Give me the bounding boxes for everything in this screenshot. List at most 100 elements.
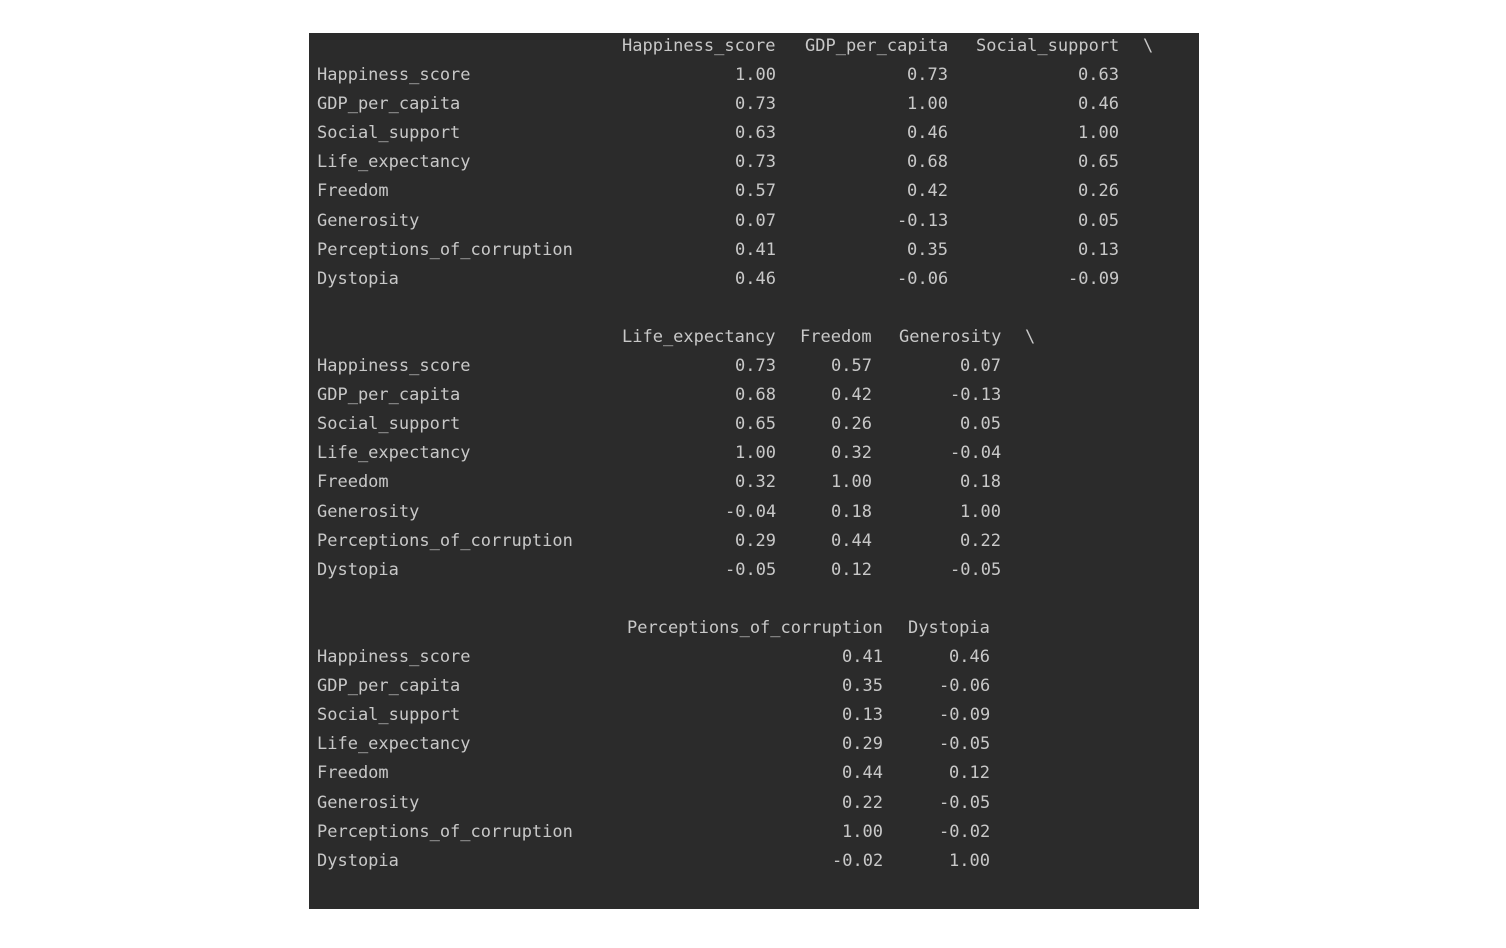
- row-label: Life_expectancy: [317, 152, 471, 173]
- table-cell: 0.73: [735, 152, 776, 173]
- row-label: GDP_per_capita: [317, 385, 461, 406]
- table-cell: 0.65: [735, 414, 776, 435]
- table-cell: -0.05: [725, 559, 777, 580]
- table-cell: 0.46: [1078, 94, 1119, 115]
- row-label: Generosity: [317, 501, 420, 522]
- table-cell: 0.07: [735, 210, 776, 231]
- correlation-table-part-2: Life_expectancy Freedom Generosity \ Happine…: [317, 323, 1197, 585]
- table-cell: 0.41: [735, 239, 776, 260]
- table-cell: -0.05: [939, 792, 991, 813]
- table-cell: -0.02: [832, 850, 884, 871]
- table-header-row: Perceptions_of_corruption Dystopia: [317, 614, 1197, 643]
- table-cell: 0.46: [735, 268, 776, 289]
- table-row: Dystopia 0.46 -0.06 -0.09: [317, 265, 1197, 294]
- table-cell: 0.32: [831, 443, 872, 464]
- table-cell: -0.06: [939, 676, 991, 697]
- table-cell: 0.57: [831, 356, 872, 377]
- table-row: GDP_per_capita 0.73 1.00 0.46: [317, 90, 1197, 119]
- row-label: GDP_per_capita: [317, 94, 461, 115]
- table-cell: 0.18: [960, 472, 1001, 493]
- table-row: Life_expectancy 0.29 -0.05: [317, 730, 1197, 759]
- table-row: Dystopia -0.02 1.00: [317, 847, 1197, 876]
- table-cell: 0.57: [735, 181, 776, 202]
- table-cell: 0.13: [1078, 239, 1119, 260]
- table-cell: -0.04: [950, 443, 1002, 464]
- table-row: Perceptions_of_corruption 0.41 0.35 0.13: [317, 236, 1197, 265]
- table-cell: 0.63: [1078, 65, 1119, 86]
- table-cell: 0.12: [949, 763, 990, 784]
- table-cell: -0.13: [950, 385, 1002, 406]
- table-cell: 0.35: [907, 239, 948, 260]
- table-cell: 0.22: [960, 530, 1001, 551]
- table-cell: 0.41: [842, 647, 883, 668]
- table-cell: -0.06: [897, 268, 949, 289]
- table-cell: 0.18: [831, 501, 872, 522]
- table-cell: 0.05: [1078, 210, 1119, 231]
- table-row: Freedom 0.44 0.12: [317, 759, 1197, 788]
- table-cell: 0.42: [907, 181, 948, 202]
- table-cell: 0.44: [831, 530, 872, 551]
- console-output: Happiness_score GDP_per_capita Social_supp…: [309, 33, 1199, 909]
- row-label: Social_support: [317, 705, 461, 726]
- row-label: Perceptions_of_corruption: [317, 530, 573, 551]
- table-row: Generosity -0.04 0.18 1.00: [317, 498, 1197, 527]
- table-cell: -0.05: [939, 734, 991, 755]
- table-cell: 1.00: [735, 65, 776, 86]
- table-row: Generosity 0.22 -0.05: [317, 789, 1197, 818]
- table-row: Happiness_score 1.00 0.73 0.63: [317, 61, 1197, 90]
- row-label: Social_support: [317, 123, 461, 144]
- correlation-table-part-3: Perceptions_of_corruption Dystopia Happine…: [317, 614, 1197, 876]
- table-cell: -0.13: [897, 210, 949, 231]
- table-cell: 0.26: [831, 414, 872, 435]
- table-cell: 0.46: [907, 123, 948, 144]
- table-cell: 1.00: [960, 501, 1001, 522]
- row-label: Dystopia: [317, 268, 399, 289]
- table-cell: 0.32: [735, 472, 776, 493]
- row-label: Perceptions_of_corruption: [317, 239, 573, 260]
- table-cell: 0.26: [1078, 181, 1119, 202]
- table-cell: 0.73: [907, 65, 948, 86]
- row-label: Perceptions_of_corruption: [317, 821, 573, 842]
- table-cell: -0.04: [725, 501, 777, 522]
- table-cell: 1.00: [831, 472, 872, 493]
- row-label: Happiness_score: [317, 356, 471, 377]
- table-cell: -0.05: [950, 559, 1002, 580]
- table-cell: 0.13: [842, 705, 883, 726]
- row-label: Life_expectancy: [317, 443, 471, 464]
- column-header: Dystopia: [908, 618, 990, 638]
- table-cell: 0.22: [842, 792, 883, 813]
- column-header: Life_expectancy: [622, 327, 776, 347]
- table-row: Happiness_score 0.41 0.46: [317, 643, 1197, 672]
- row-label: Happiness_score: [317, 647, 471, 668]
- table-cell: 0.73: [735, 356, 776, 377]
- table-cell: 0.68: [907, 152, 948, 173]
- table-row: Perceptions_of_corruption 0.29 0.44 0.22: [317, 527, 1197, 556]
- table-row: Freedom 0.32 1.00 0.18: [317, 468, 1197, 497]
- table-cell: -0.09: [1068, 268, 1120, 289]
- table-cell: 0.68: [735, 385, 776, 406]
- row-label: Freedom: [317, 763, 389, 784]
- table-row: Social_support 0.13 -0.09: [317, 701, 1197, 730]
- table-cell: 0.12: [831, 559, 872, 580]
- line-continuation-marker: \: [1143, 36, 1154, 56]
- column-header: Perceptions_of_corruption: [627, 618, 883, 638]
- table-cell: 0.29: [735, 530, 776, 551]
- table-row: Life_expectancy 0.73 0.68 0.65: [317, 148, 1197, 177]
- table-cell: -0.09: [939, 705, 991, 726]
- column-header: Social_support: [976, 36, 1120, 56]
- column-header: Generosity: [899, 327, 1002, 347]
- row-label: Social_support: [317, 414, 461, 435]
- table-cell: -0.02: [939, 821, 991, 842]
- table-cell: 0.29: [842, 734, 883, 755]
- table-row: Dystopia -0.05 0.12 -0.05: [317, 556, 1197, 585]
- table-cell: 1.00: [1078, 123, 1119, 144]
- table-cell: 0.35: [842, 676, 883, 697]
- correlation-table-part-1: Happiness_score GDP_per_capita Social_supp…: [317, 33, 1197, 294]
- table-row: Social_support 0.63 0.46 1.00: [317, 119, 1197, 148]
- table-cell: 0.63: [735, 123, 776, 144]
- table-cell: 1.00: [907, 94, 948, 115]
- table-row: Perceptions_of_corruption 1.00 -0.02: [317, 818, 1197, 847]
- column-header: GDP_per_capita: [805, 36, 949, 56]
- table-row: GDP_per_capita 0.68 0.42 -0.13: [317, 381, 1197, 410]
- table-cell: 1.00: [735, 443, 776, 464]
